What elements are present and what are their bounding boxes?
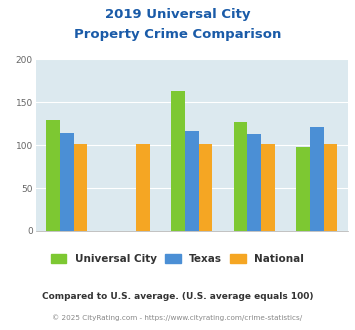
Bar bbox=[60, 133, 73, 231]
Text: 2019 Universal City: 2019 Universal City bbox=[105, 8, 250, 21]
Text: © 2025 CityRating.com - https://www.cityrating.com/crime-statistics/: © 2025 CityRating.com - https://www.city… bbox=[53, 314, 302, 321]
Bar bbox=[46, 120, 60, 231]
Bar bbox=[136, 144, 150, 231]
Bar bbox=[323, 144, 337, 231]
Text: Property Crime Comparison: Property Crime Comparison bbox=[74, 28, 281, 41]
Bar bbox=[73, 144, 87, 231]
Legend: Universal City, Texas, National: Universal City, Texas, National bbox=[48, 250, 307, 267]
Bar bbox=[310, 127, 323, 231]
Bar bbox=[261, 144, 275, 231]
Bar bbox=[198, 144, 212, 231]
Bar bbox=[171, 91, 185, 231]
Bar bbox=[234, 122, 247, 231]
Bar bbox=[247, 134, 261, 231]
Text: Compared to U.S. average. (U.S. average equals 100): Compared to U.S. average. (U.S. average … bbox=[42, 292, 313, 301]
Bar bbox=[296, 147, 310, 231]
Bar bbox=[185, 131, 198, 231]
